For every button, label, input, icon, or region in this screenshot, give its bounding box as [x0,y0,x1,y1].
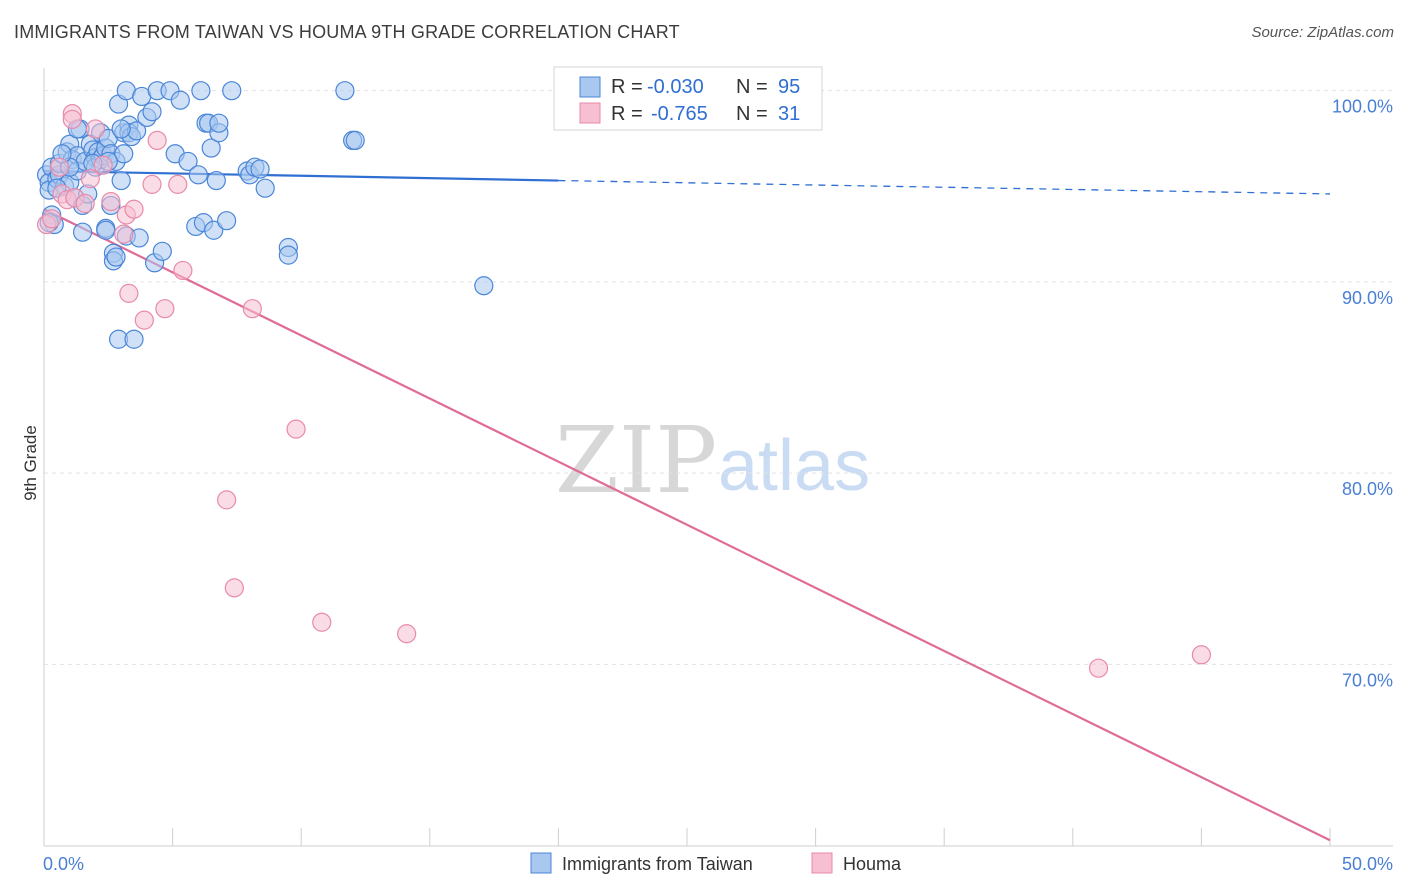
point-houma [224,578,244,598]
point-houma [1088,658,1109,678]
point-houma [286,419,306,439]
point-houma [147,130,167,150]
point-taiwan [204,220,224,240]
legend-swatch-houma [811,852,833,874]
point-taiwan [474,276,494,296]
y-tick-label: 70.0% [1342,670,1393,690]
point-taiwan [178,151,198,172]
point-houma [397,624,417,644]
y-tick-label: 100.0% [1332,97,1393,117]
point-houma [75,193,95,214]
point-taiwan [345,130,365,150]
point-taiwan [222,81,242,101]
point-houma [124,199,144,219]
point-houma [93,155,113,175]
point-taiwan [111,170,131,191]
point-taiwan [278,245,298,265]
point-houma [42,209,62,229]
trend-line-houma [43,208,1331,842]
stats-legend: R = -0.030 N = 95 R = -0.765 N = 31 [553,66,823,131]
chart-title: IMMIGRANTS FROM TAIWAN VS HOUMA 9TH GRAD… [14,22,680,42]
point-houma [173,260,193,281]
point-houma [168,174,188,194]
point-houma [134,310,154,330]
point-taiwan [106,247,126,267]
point-taiwan [111,119,131,139]
point-houma [101,191,121,212]
point-houma [62,109,82,129]
point-taiwan [152,241,172,261]
point-taiwan [72,222,93,242]
x-tick-label-min: 0.0% [43,854,84,874]
trend-line-taiwan [43,169,559,182]
point-taiwan [124,329,144,349]
stats-legend-swatch-pink [579,102,601,124]
stats-r-value-pink: -0.765 [651,103,708,125]
stats-legend-swatch-blue [579,76,601,98]
point-houma [85,119,106,139]
y-tick-label: 90.0% [1342,288,1393,308]
stats-r-value-blue: -0.030 [647,76,704,98]
x-tick-label-max: 50.0% [1342,854,1393,874]
stats-n-value-blue: 95 [778,76,800,98]
point-houma [312,612,332,632]
point-taiwan [201,138,221,158]
watermark-zip: ZIP [555,407,717,514]
point-taiwan [217,211,237,231]
point-taiwan [255,178,275,198]
point-taiwan [170,90,190,110]
point-taiwan [142,102,162,122]
point-houma [1191,645,1212,665]
point-taiwan [250,159,270,179]
point-houma [80,169,100,189]
y-tick-label: 80.0% [1342,479,1393,499]
stats-r-label-pink: R = [611,103,643,125]
point-taiwan [335,81,355,101]
point-taiwan [96,220,116,240]
point-taiwan [188,165,208,185]
legend-label-taiwan: Immigrants from Taiwan [562,854,753,874]
legend-swatch-taiwan [530,852,552,874]
point-houma [142,174,162,194]
point-taiwan [206,170,226,191]
y-axis-label: 9th Grade [21,425,40,501]
point-taiwan [114,144,134,164]
stats-n-label-pink: N = [736,103,768,125]
point-houma [114,224,134,244]
legend-label-houma: Houma [843,854,902,874]
stats-n-value-pink: 31 [778,103,800,125]
point-taiwan [209,113,229,133]
stats-r-label-blue: R = [611,76,643,98]
point-houma [49,157,70,177]
watermark: ZIP atlas [555,407,870,514]
series-legend: Immigrants from Taiwan Houma [530,852,902,874]
point-houma [155,299,175,319]
point-houma [242,299,262,319]
source-label: Source: ZipAtlas.com [1251,24,1394,41]
trend-line-taiwan-extension [558,179,1331,195]
stats-n-label-blue: N = [736,76,768,98]
watermark-atlas: atlas [718,426,870,506]
point-houma [119,283,139,303]
point-taiwan [191,81,211,101]
point-houma [217,490,237,510]
